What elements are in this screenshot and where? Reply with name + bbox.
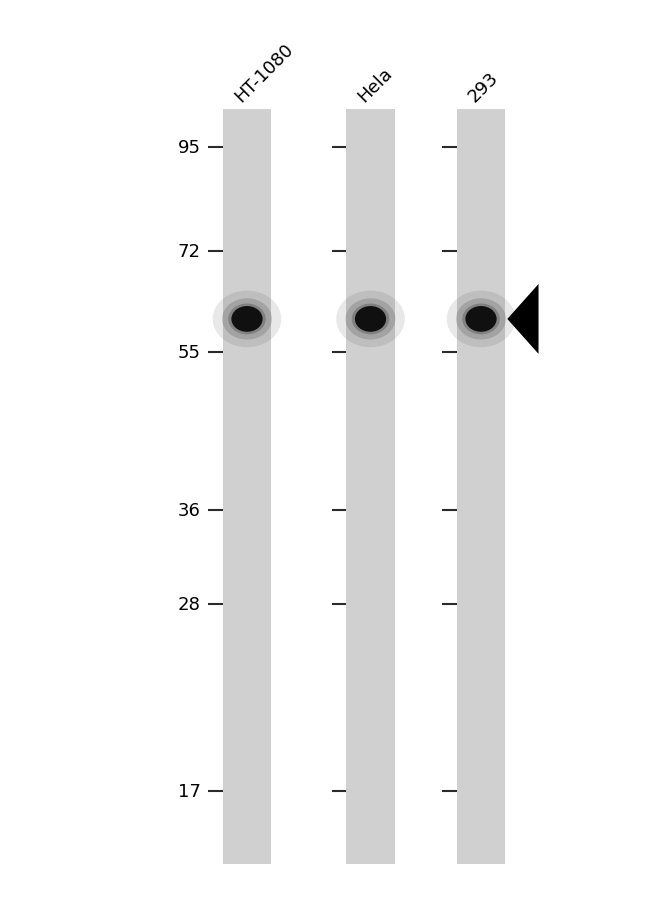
Bar: [346, 110, 395, 864]
Text: 17: 17: [177, 782, 200, 800]
Ellipse shape: [456, 299, 506, 340]
Ellipse shape: [346, 299, 395, 340]
Text: 95: 95: [177, 139, 200, 157]
Ellipse shape: [213, 291, 281, 348]
Ellipse shape: [222, 299, 272, 340]
Ellipse shape: [465, 307, 497, 333]
Bar: [222, 110, 272, 864]
Ellipse shape: [336, 291, 405, 348]
Text: 28: 28: [177, 596, 200, 614]
Bar: [456, 110, 506, 864]
Text: 72: 72: [177, 243, 200, 260]
Text: 36: 36: [177, 502, 200, 519]
Ellipse shape: [462, 304, 500, 335]
Ellipse shape: [355, 307, 386, 333]
Text: Hela: Hela: [354, 64, 396, 106]
Ellipse shape: [228, 304, 266, 335]
Ellipse shape: [352, 304, 389, 335]
Text: 55: 55: [177, 343, 200, 361]
Text: HT-1080: HT-1080: [231, 40, 296, 106]
Text: 293: 293: [465, 69, 502, 106]
Ellipse shape: [231, 307, 263, 333]
Ellipse shape: [447, 291, 515, 348]
Polygon shape: [507, 285, 538, 355]
